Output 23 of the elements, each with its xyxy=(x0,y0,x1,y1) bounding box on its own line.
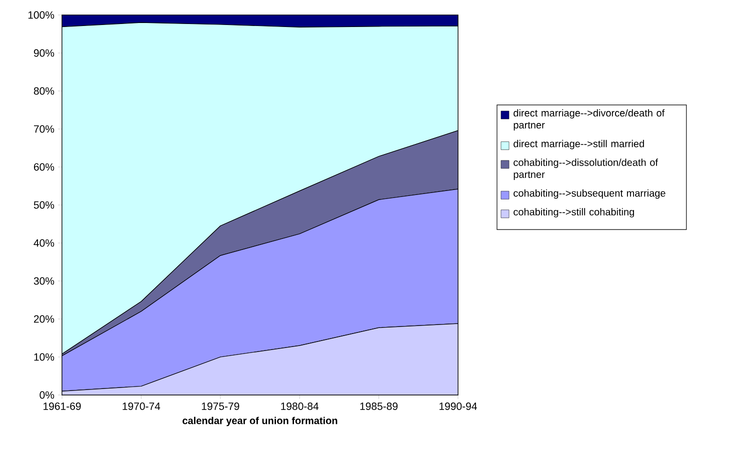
y-tick-label: 70% xyxy=(34,125,54,133)
y-tick-label: 80% xyxy=(34,87,54,95)
x-tick-label: 1970-74 xyxy=(122,402,160,410)
legend-label: direct marriage-->divorce/death of partner xyxy=(514,109,665,131)
legend-label: cohabiting-->still cohabiting xyxy=(514,208,634,218)
y-tick-label: 100% xyxy=(28,11,54,19)
y-tick-label: 10% xyxy=(34,353,54,361)
y-tick-label: 60% xyxy=(34,163,54,171)
legend-label: cohabiting-->subsequent marriage xyxy=(514,189,666,199)
y-tick-label: 0% xyxy=(40,391,54,399)
y-tick-label: 30% xyxy=(34,277,54,285)
legend-label: cohabiting-->dissolution/death of partner xyxy=(514,158,658,180)
x-tick-label: 1990-94 xyxy=(440,402,477,410)
x-axis-title: calendar year of union formation xyxy=(182,416,338,426)
y-tick-label: 40% xyxy=(34,239,54,247)
x-tick-label: 1985-89 xyxy=(360,402,398,410)
y-tick-label: 90% xyxy=(34,49,54,57)
y-tick-label: 20% xyxy=(34,315,54,323)
legend-label: direct marriage-->still married xyxy=(514,140,644,150)
x-tick-label: 1975-79 xyxy=(202,402,240,410)
x-tick-label: 1980-84 xyxy=(281,402,319,410)
x-tick-label: 1961-69 xyxy=(44,402,81,410)
y-tick-label: 50% xyxy=(34,201,54,209)
